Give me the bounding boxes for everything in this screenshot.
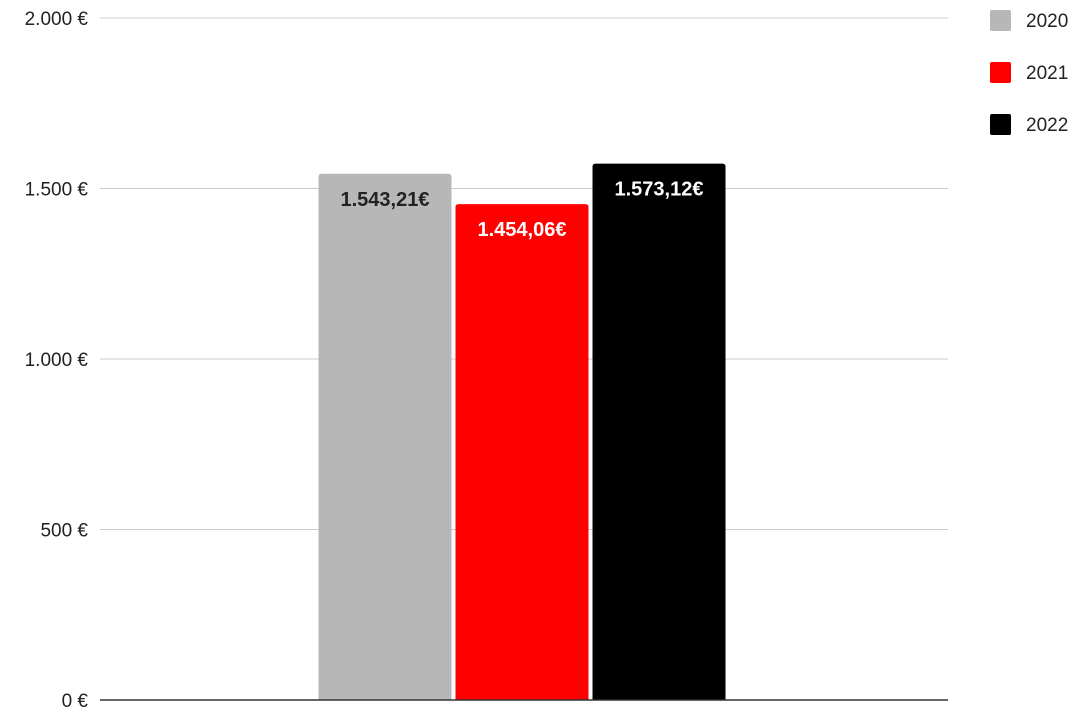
y-tick-label: 500 €: [40, 521, 88, 542]
y-tick-label: 0 €: [62, 691, 89, 712]
legend-swatch-2020: [990, 10, 1011, 31]
y-tick-label: 1.000 €: [25, 350, 89, 371]
y-tick-label: 2.000 €: [25, 9, 89, 30]
data-labels: 1.543,21€ 1.454,06€ 1.573,12€: [341, 179, 704, 242]
y-axis-tick-labels: 0 € 500 € 1.000 € 1.500 € 2.000 €: [25, 9, 89, 712]
legend-label-2020: 2020: [1026, 11, 1068, 32]
bars: [318, 163, 726, 701]
data-label-2020: 1.543,21€: [341, 189, 430, 211]
legend-label-2022: 2022: [1026, 115, 1068, 136]
bar-2020: [318, 173, 452, 701]
data-label-2021: 1.454,06€: [478, 219, 567, 241]
legend: 2020 2021 2022: [990, 10, 1068, 136]
legend-swatch-2021: [990, 62, 1011, 83]
bar-2022: [592, 163, 726, 700]
y-tick-label: 1.500 €: [25, 180, 89, 201]
bar-2021: [455, 204, 589, 701]
legend-label-2021: 2021: [1026, 63, 1068, 84]
data-label-2022: 1.573,12€: [615, 179, 704, 201]
legend-swatch-2022: [990, 114, 1011, 135]
